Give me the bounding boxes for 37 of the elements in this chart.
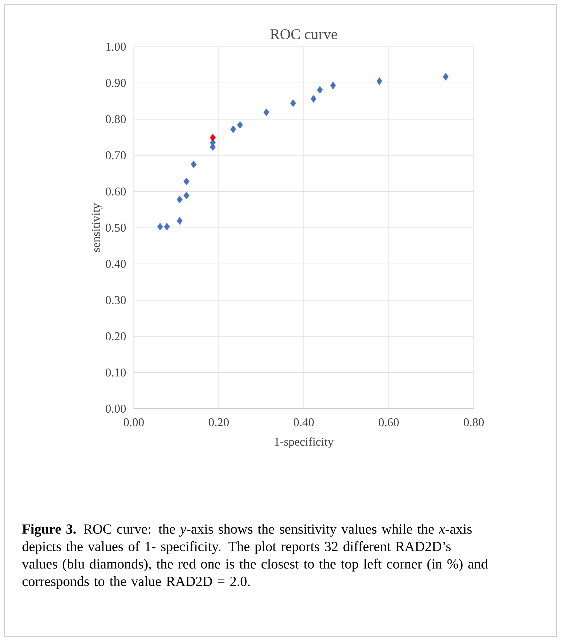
y-tick-label: 0.60 [106,188,126,196]
chart-title: ROC curve [270,29,338,40]
y-tick-label: 0.90 [106,79,126,88]
y-tick-label: 0.10 [106,368,126,377]
y-tick-label: 0.50 [106,224,126,232]
y-tick-label: 0.70 [106,152,126,160]
text: Figure 3. ROC curve: the y-axis shows the sensitivity values while the x-axis depicts the values of 1- specificity. The plot reports 32 different RAD2D’s values (blu diamonds), the red one is the closest to the top left corner (in %) and corresponds to the value RAD2D = 2.0. [22,524,488,590]
x-axis-title: 1-specificity [275,437,334,448]
point [230,126,236,134]
point [176,196,183,204]
x-tick-label: 0.80 [464,418,484,427]
x-tick-label: 0.40 [294,418,314,427]
point [237,121,244,129]
x-tick-label: 0.60 [378,418,399,427]
y-tick-label: 0.20 [106,332,126,341]
point [176,217,183,225]
x-tick-label: 0.20 [208,418,229,427]
y-tick-label: 1.00 [106,42,126,52]
point [310,95,317,103]
point [443,73,449,81]
point [264,108,270,116]
y-tick-label: 0.80 [106,115,126,124]
point [330,82,336,90]
point [317,86,324,94]
y-tick-label: 0.40 [106,260,126,268]
point [191,160,197,168]
point [164,223,170,231]
point [157,223,164,231]
y-axis-title: sensitivity [92,203,103,252]
point [376,78,383,86]
x-tick-label: 0.00 [124,418,144,427]
point [184,178,190,186]
point [210,134,216,142]
point [184,192,190,200]
y-tick-label: 0.00 [106,404,126,414]
y-tick-label: 0.30 [106,296,126,304]
point [290,100,296,108]
